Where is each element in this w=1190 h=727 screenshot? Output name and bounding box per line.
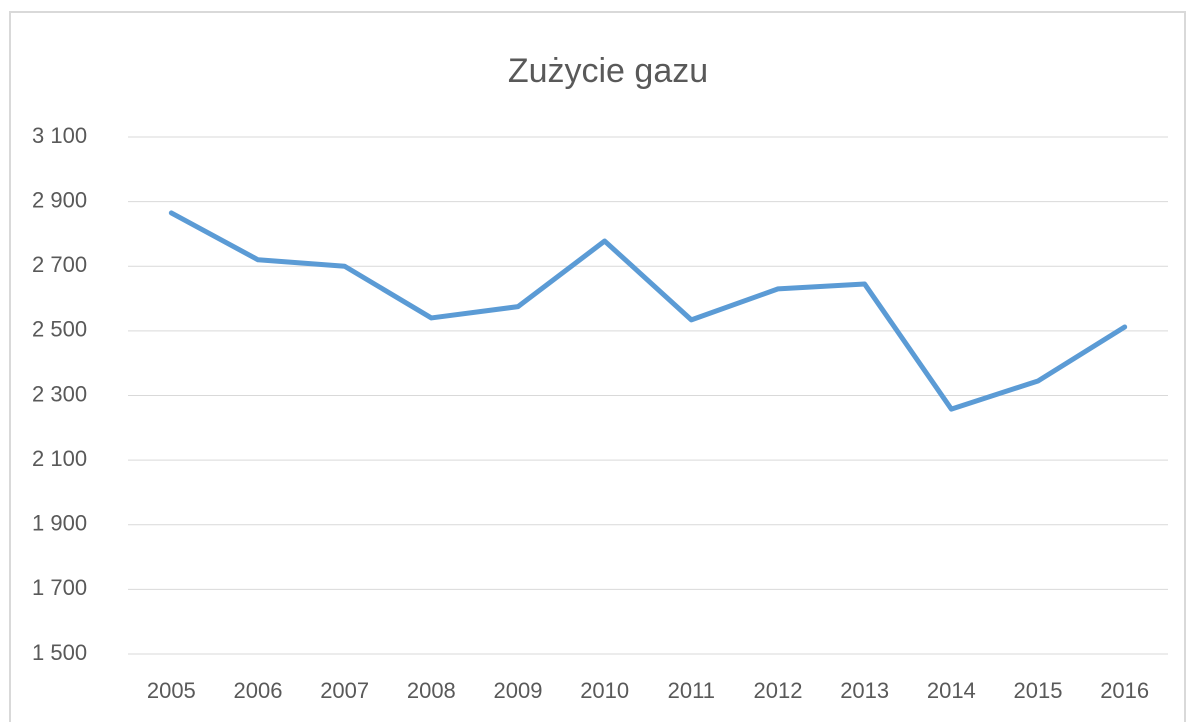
x-tick-label: 2015 [1014,678,1063,703]
x-tick-label: 2005 [147,678,196,703]
series-line [168,210,1128,412]
chart-frame [9,11,1186,727]
x-tick-label: 2014 [927,678,976,703]
x-tick-label: 2009 [494,678,543,703]
y-tick-label: 2 700 [32,252,87,277]
y-tick-label: 2 100 [32,446,87,471]
x-tick-label: 2011 [668,678,715,703]
y-tick-label: 2 500 [32,317,87,342]
x-tick-label: 2008 [407,678,456,703]
y-tick-label: 2 900 [32,187,87,212]
x-tick-label: 2007 [320,678,369,703]
x-tick-label: 2006 [234,678,283,703]
x-tick-label: 2010 [580,678,629,703]
chart-title: Zużycie gazu [508,52,708,90]
y-tick-label: 1 700 [32,575,87,600]
y-tick-label: 3 100 [32,123,87,148]
x-tick-label: 2016 [1100,678,1149,703]
y-tick-label: 1 500 [32,640,87,665]
x-tick-label: 2012 [754,678,803,703]
y-tick-label: 2 300 [32,381,87,406]
x-tick-label: 2013 [840,678,889,703]
y-tick-label: 1 900 [32,511,87,536]
